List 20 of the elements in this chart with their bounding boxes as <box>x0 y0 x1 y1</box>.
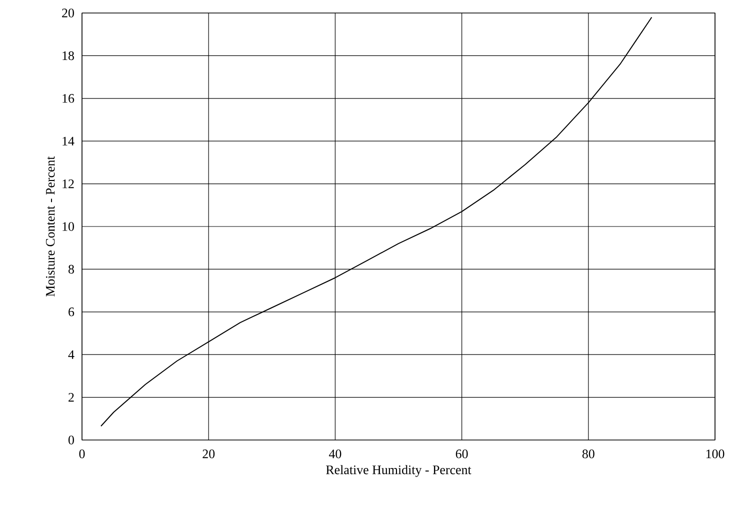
y-tick-label: 8 <box>68 264 74 274</box>
y-tick-label: 12 <box>62 180 74 188</box>
y-tick-label: 0 <box>68 436 74 444</box>
y-tick-label: 2 <box>68 393 74 402</box>
x-tick-label: 60 <box>456 450 468 458</box>
y-tick-label: 18 <box>62 51 74 60</box>
x-axis-title: Relative Humidity - Percent <box>326 465 472 477</box>
x-tick-label: 80 <box>582 450 594 458</box>
y-axis-title: Moisture Content - Percent <box>46 156 55 296</box>
x-tick-label: 20 <box>202 450 215 458</box>
line-series <box>100 16 652 427</box>
y-tick-label: 6 <box>68 308 74 316</box>
y-tick-label: 10 <box>62 222 74 231</box>
y-tick-label: 4 <box>68 350 74 359</box>
x-tick-label: 0 <box>79 450 85 458</box>
x-tick-label: 40 <box>328 450 342 458</box>
y-tick-label: 16 <box>62 94 74 103</box>
x-tick-label: 100 <box>706 450 724 458</box>
y-tick-label: 20 <box>62 8 74 18</box>
y-tick-label: 14 <box>62 136 74 146</box>
